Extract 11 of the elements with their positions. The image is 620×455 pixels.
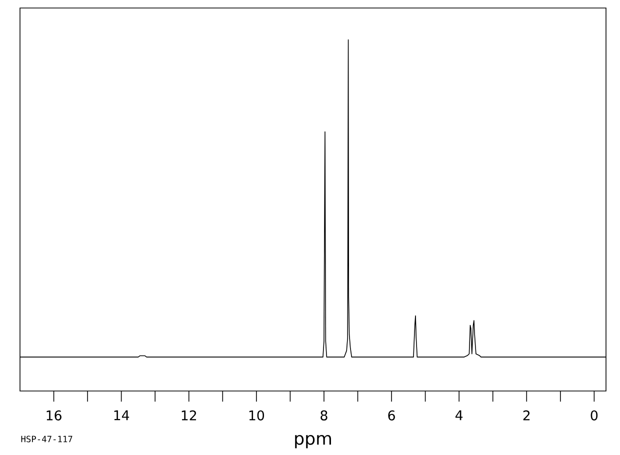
- x-tick-label: 16: [46, 410, 62, 420]
- x-tick-label: 14: [114, 410, 130, 420]
- x-tick-label: 0: [590, 410, 598, 420]
- x-axis-title: ppm: [295, 434, 331, 448]
- x-tick-label: 12: [182, 410, 196, 420]
- x-tick-label: 2: [523, 410, 530, 420]
- x-tick-label: 4: [455, 410, 463, 420]
- x-tick-label: 8: [320, 410, 328, 420]
- text: HSP-47-117: [21, 436, 72, 442]
- x-tick-label: 6: [388, 410, 395, 420]
- x-tick-label: 10: [249, 410, 264, 420]
